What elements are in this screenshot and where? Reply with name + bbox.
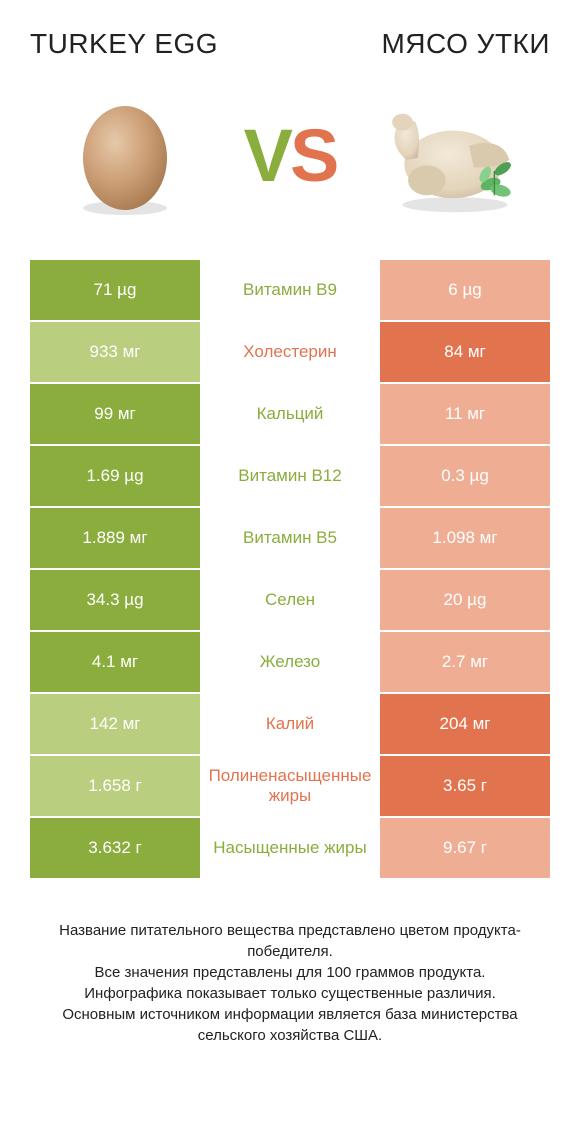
cell-right: 84 мг [380,322,550,382]
duck-image [380,90,530,220]
footer-line: Инфографика показывает только существенн… [38,983,542,1004]
cell-right: 0.3 µg [380,446,550,506]
cell-left: 1.69 µg [30,446,200,506]
cell-right: 6 µg [380,260,550,320]
cell-left: 99 мг [30,384,200,444]
cell-right: 9.67 г [380,818,550,878]
vs-s: S [290,114,336,197]
cell-right: 2.7 мг [380,632,550,692]
cell-nutrient: Полиненасыщенные жиры [200,756,380,816]
table-row: 1.69 µgВитамин B120.3 µg [30,446,550,508]
table-row: 34.3 µgСелен20 µg [30,570,550,632]
cell-nutrient: Холестерин [200,322,380,382]
cell-left: 1.658 г [30,756,200,816]
title-left: TURKEY EGG [30,28,218,60]
table-row: 142 мгКалий204 мг [30,694,550,756]
cell-left: 4.1 мг [30,632,200,692]
cell-nutrient: Селен [200,570,380,630]
vs-label: VS [244,113,337,198]
footer-line: Все значения представлены для 100 граммо… [38,962,542,983]
cell-nutrient: Калий [200,694,380,754]
cell-left: 142 мг [30,694,200,754]
cell-nutrient: Витамин B9 [200,260,380,320]
footer-line: Основным источником информации является … [38,1004,542,1046]
cell-nutrient: Железо [200,632,380,692]
table-row: 4.1 мгЖелезо2.7 мг [30,632,550,694]
footer-line: Название питательного вещества представл… [38,920,542,962]
title-row: TURKEY EGG МЯСО УТКИ [30,28,550,60]
cell-left: 1.889 мг [30,508,200,568]
cell-left: 933 мг [30,322,200,382]
vs-v: V [244,114,290,197]
infographic-container: TURKEY EGG МЯСО УТКИ VS [0,0,580,1144]
egg-image [50,90,200,220]
cell-left: 71 µg [30,260,200,320]
cell-nutrient: Кальций [200,384,380,444]
table-row: 933 мгХолестерин84 мг [30,322,550,384]
hero-row: VS [30,90,550,220]
cell-right: 3.65 г [380,756,550,816]
table-row: 3.632 гНасыщенные жиры9.67 г [30,818,550,880]
table-row: 71 µgВитамин B96 µg [30,260,550,322]
title-right: МЯСО УТКИ [381,28,550,60]
comparison-table: 71 µgВитамин B96 µg933 мгХолестерин84 мг… [30,260,550,880]
cell-left: 34.3 µg [30,570,200,630]
table-row: 1.889 мгВитамин B51.098 мг [30,508,550,570]
table-row: 1.658 гПолиненасыщенные жиры3.65 г [30,756,550,818]
cell-right: 1.098 мг [380,508,550,568]
table-row: 99 мгКальций11 мг [30,384,550,446]
cell-nutrient: Витамин B12 [200,446,380,506]
cell-nutrient: Насыщенные жиры [200,818,380,878]
cell-right: 20 µg [380,570,550,630]
cell-right: 11 мг [380,384,550,444]
cell-right: 204 мг [380,694,550,754]
cell-left: 3.632 г [30,818,200,878]
footer-notes: Название питательного вещества представл… [30,920,550,1046]
cell-nutrient: Витамин B5 [200,508,380,568]
